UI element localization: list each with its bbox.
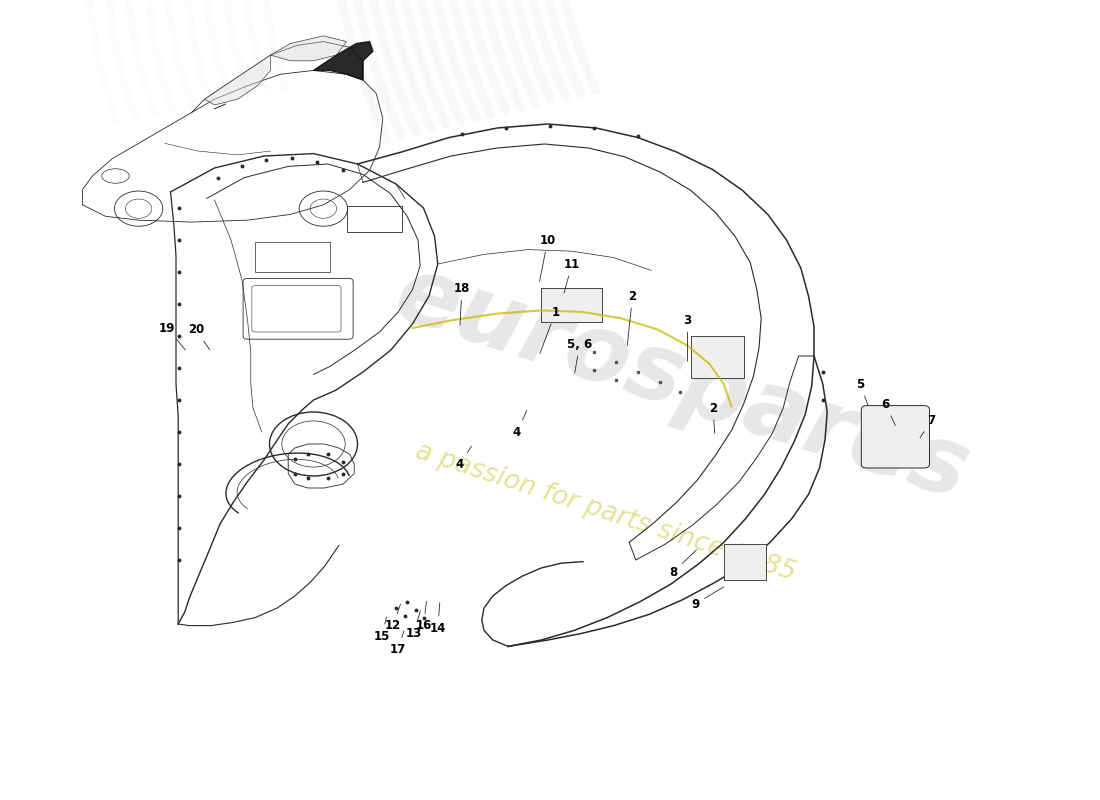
Text: 5, 6: 5, 6 — [568, 338, 592, 374]
FancyBboxPatch shape — [861, 406, 930, 468]
FancyBboxPatch shape — [724, 544, 766, 580]
Text: 5: 5 — [856, 378, 868, 406]
Text: 16: 16 — [416, 601, 431, 632]
Text: 1: 1 — [540, 306, 560, 354]
Text: 14: 14 — [430, 602, 446, 634]
Text: 7: 7 — [920, 414, 936, 438]
Text: 20: 20 — [188, 323, 210, 350]
Text: 8: 8 — [669, 550, 696, 578]
Text: 2: 2 — [627, 290, 637, 346]
Text: 10: 10 — [539, 234, 556, 282]
Text: 19: 19 — [160, 322, 185, 350]
Polygon shape — [271, 36, 346, 61]
Text: eurospares: eurospares — [384, 248, 980, 520]
Polygon shape — [205, 55, 271, 105]
Text: 3: 3 — [683, 314, 692, 362]
Text: 9: 9 — [691, 587, 724, 610]
Text: 15: 15 — [374, 617, 389, 642]
Text: 4: 4 — [513, 410, 527, 438]
Text: 18: 18 — [454, 282, 470, 326]
Text: 4: 4 — [455, 446, 472, 470]
Text: 6: 6 — [881, 398, 895, 426]
Polygon shape — [314, 42, 373, 80]
FancyBboxPatch shape — [691, 336, 744, 378]
FancyBboxPatch shape — [541, 288, 602, 322]
Text: 2: 2 — [708, 402, 717, 434]
Text: 12: 12 — [385, 604, 400, 632]
Text: 11: 11 — [564, 258, 580, 294]
Text: a passion for parts since 1985: a passion for parts since 1985 — [411, 438, 799, 586]
Text: 17: 17 — [390, 630, 406, 656]
Text: 13: 13 — [406, 610, 421, 640]
